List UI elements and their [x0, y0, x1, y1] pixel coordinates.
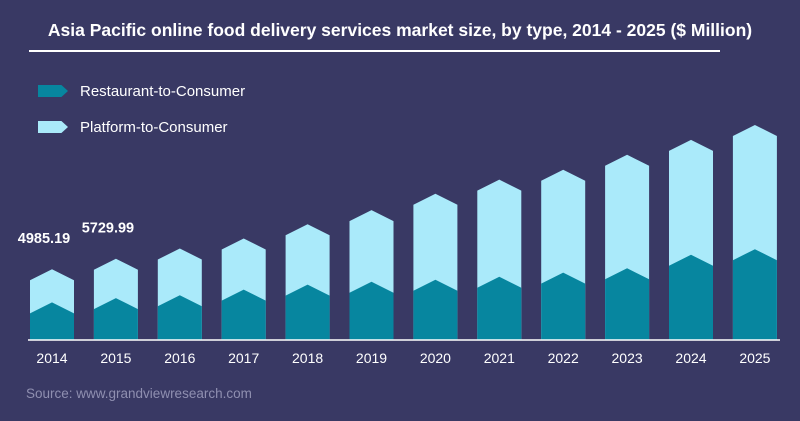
legend-item-platform: Platform-to-Consumer [38, 117, 228, 137]
x-tick-label: 2022 [548, 350, 579, 366]
bar-restaurant-2020 [413, 279, 458, 340]
bar-restaurant-2019 [349, 281, 394, 340]
x-tick-label: 2014 [36, 350, 67, 366]
x-tick-label: 2019 [356, 350, 387, 366]
legend-label-restaurant: Restaurant-to-Consumer [80, 82, 246, 100]
x-tick-label: 2021 [484, 350, 515, 366]
bar-restaurant-2017 [221, 289, 266, 340]
x-tick-label: 2023 [612, 350, 643, 366]
bar-restaurant-2014 [30, 302, 74, 340]
legend-item-restaurant: Restaurant-to-Consumer [38, 81, 245, 101]
legend-swatch-restaurant [38, 85, 68, 97]
bar-restaurant-2023 [605, 268, 650, 340]
data-label-2015: 5729.99 [82, 221, 134, 237]
x-tick-label: 2018 [292, 350, 323, 366]
legend-swatch-platform [38, 121, 68, 133]
chart-title: Asia Pacific online food delivery servic… [47, 20, 753, 40]
data-label-2014: 4985.19 [18, 231, 70, 247]
bar-restaurant-2025 [732, 249, 777, 340]
source-credit: Source: www.grandviewresearch.com [26, 386, 252, 401]
legend-label-platform: Platform-to-Consumer [80, 118, 228, 136]
x-tick-label: 2024 [675, 350, 706, 366]
bar-restaurant-2015 [93, 298, 138, 340]
x-tick-label: 2020 [420, 350, 451, 366]
x-tick-label: 2015 [100, 350, 131, 366]
bar-restaurant-2018 [285, 284, 330, 340]
title-underline [29, 50, 720, 52]
x-tick-label: 2025 [739, 350, 770, 366]
x-tick-label: 2017 [228, 350, 259, 366]
bar-restaurant-2022 [541, 272, 586, 340]
bar-restaurant-2021 [477, 276, 522, 340]
bar-restaurant-2024 [669, 254, 713, 340]
x-tick-label: 2016 [164, 350, 195, 366]
bar-restaurant-2016 [157, 295, 202, 340]
